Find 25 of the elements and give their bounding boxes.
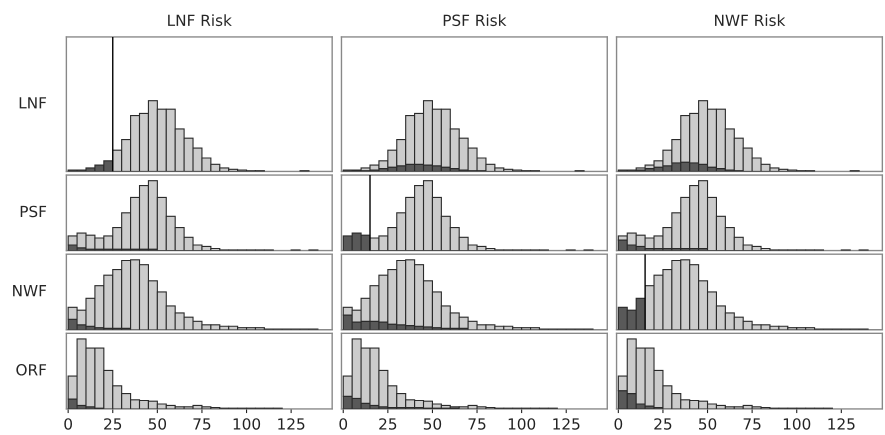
x-tick-label: 50 — [698, 418, 716, 430]
chart-title: PSF Risk — [444, 14, 506, 26]
x-tick-label: 50 — [424, 418, 442, 430]
x-tick-label: 0 — [339, 418, 348, 430]
x-tick-label: 75 — [744, 418, 761, 430]
x-tick-label: 100 — [234, 418, 260, 430]
y-axis-title: NWF — [13, 285, 46, 296]
chart-title: LNF Risk — [168, 14, 232, 26]
x-tick-label: 25 — [654, 418, 672, 430]
chart-title: NWF Risk — [715, 14, 786, 26]
y-axis-title: PSF — [20, 206, 46, 218]
x-tick-label: 125 — [278, 418, 304, 430]
x-tick-label: 50 — [148, 418, 166, 430]
x-tick-label: 75 — [468, 418, 486, 430]
x-tick-label: 75 — [193, 418, 210, 430]
x-tick-label: 25 — [379, 418, 396, 430]
x-tick-label: 25 — [104, 418, 122, 430]
x-tick-label: 125 — [828, 418, 855, 430]
y-axis-title: LNF — [20, 97, 46, 108]
x-tick-label: 100 — [508, 418, 536, 430]
x-tick-label: 0 — [614, 418, 622, 430]
x-tick-label: 100 — [784, 418, 810, 430]
x-tick-label: 125 — [553, 418, 580, 430]
x-tick-label: 0 — [64, 418, 72, 430]
y-axis-title: ORF — [16, 364, 46, 376]
